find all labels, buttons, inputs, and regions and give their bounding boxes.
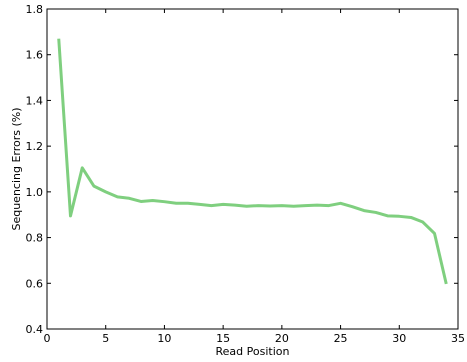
plot-frame — [46, 8, 459, 330]
y-tick-label: 0.6 — [26, 277, 44, 290]
x-tick-label: 25 — [334, 332, 348, 345]
y-tick-label: 1.4 — [26, 94, 44, 107]
y-tick-label: 1.6 — [26, 49, 44, 62]
y-tick-label: 1.8 — [26, 3, 44, 16]
plot-background — [47, 9, 458, 329]
x-tick-label: 10 — [157, 332, 171, 345]
series-line-1 — [57, 38, 448, 285]
tick-labels-layer: 0 5 10 15 20 25 30 35 0.4 0.6 0.8 1.0 1.2 1.4 1.6 1.8 — [26, 3, 466, 345]
series-layer — [57, 38, 448, 285]
y-axis-label: Sequencing Errors (%) — [10, 107, 23, 230]
x-tick-label: 35 — [451, 332, 465, 345]
y-tick-label: 1.2 — [26, 140, 44, 153]
x-tick-label: 5 — [102, 332, 109, 345]
y-tick-label: 1.0 — [26, 186, 44, 199]
x-tick-label: 15 — [216, 332, 230, 345]
x-tick-label: 20 — [275, 332, 289, 345]
x-tick-label: 30 — [392, 332, 406, 345]
x-tick-label: 0 — [44, 332, 51, 345]
y-tick-label: 0.4 — [26, 323, 44, 336]
y-tick-label: 0.8 — [26, 232, 44, 245]
x-axis-label: Read Position — [216, 345, 290, 358]
